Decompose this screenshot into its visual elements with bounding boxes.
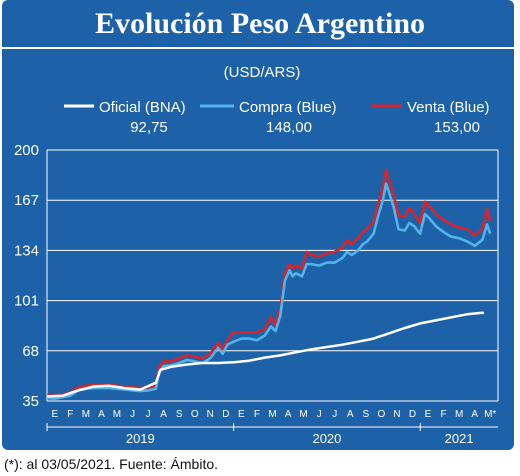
x-axis: E F M A M J J A S O N D E F M A M J J A S O N D E F M A M*2019 2020 20…	[46, 409, 498, 446]
month-tick-label: M	[82, 409, 90, 420]
legend-label: Oficial (BNA)	[99, 99, 186, 116]
title-divider	[2, 47, 514, 49]
legend-label: Compra (Blue)	[239, 99, 337, 116]
month-tick-label: M	[113, 409, 121, 420]
month-tick-label: F	[441, 409, 447, 420]
legend: Oficial (BNA) 92,75 Compra (Blue) 148,00 Ven…	[64, 99, 490, 136]
month-tick-label: N	[393, 409, 400, 420]
series-lines	[46, 168, 492, 400]
month-tick-label: J	[130, 409, 135, 420]
month-tick-label: M	[268, 409, 276, 420]
month-tick-label: A	[471, 409, 478, 420]
month-tick-label: A	[347, 409, 354, 420]
month-tick-label: A	[98, 409, 105, 420]
month-tick-label: M	[455, 409, 463, 420]
month-tick-label: D	[409, 409, 416, 420]
month-tick-label: S	[362, 409, 369, 420]
series-line-venta	[46, 168, 492, 397]
y-tick-label: 134	[14, 242, 39, 259]
month-tick-label: D	[222, 409, 229, 420]
chart-title: Evolución Peso Argentino	[95, 7, 425, 40]
year-label: 2020	[312, 431, 341, 446]
y-tick-label: 68	[22, 343, 39, 360]
legend-last-value: 148,00	[266, 119, 312, 136]
month-tick-label: F	[254, 409, 260, 420]
legend-label: Venta (Blue)	[407, 99, 490, 116]
month-tick-label: M	[299, 409, 307, 420]
month-tick-label: N	[207, 409, 214, 420]
month-tick-label: E	[238, 409, 245, 420]
month-tick-label: M*	[484, 409, 496, 420]
year-label: 2019	[126, 431, 155, 446]
y-tick-label: 35	[22, 393, 39, 410]
month-tick-label: O	[191, 409, 199, 420]
month-tick-label: J	[332, 409, 337, 420]
gridlines	[47, 149, 498, 402]
month-tick-label: A	[285, 409, 292, 420]
legend-last-value: 153,00	[434, 119, 480, 136]
chart-panel	[2, 0, 514, 450]
year-label: 2021	[445, 431, 474, 446]
month-tick-label: E	[425, 409, 432, 420]
footer-note: (*): al 03/05/2021. Fuente: Ámbito.	[4, 456, 218, 472]
y-axis: 35 68 101 134 167 200	[14, 142, 499, 410]
month-tick-label: J	[317, 409, 322, 420]
month-tick-label: O	[377, 409, 385, 420]
legend-last-value: 92,75	[130, 119, 168, 136]
y-tick-label: 200	[14, 142, 39, 159]
series-line-oficial	[46, 311, 485, 398]
y-tick-label: 167	[14, 192, 39, 209]
month-tick-label: F	[67, 409, 73, 420]
month-tick-label: S	[176, 409, 183, 420]
chart-subtitle: (USD/ARS)	[224, 64, 301, 81]
month-tick-label: A	[160, 409, 167, 420]
series-line-compra	[46, 182, 492, 400]
month-tick-label: E	[51, 409, 58, 420]
month-tick-label: J	[146, 409, 151, 420]
y-tick-label: 101	[14, 293, 39, 310]
